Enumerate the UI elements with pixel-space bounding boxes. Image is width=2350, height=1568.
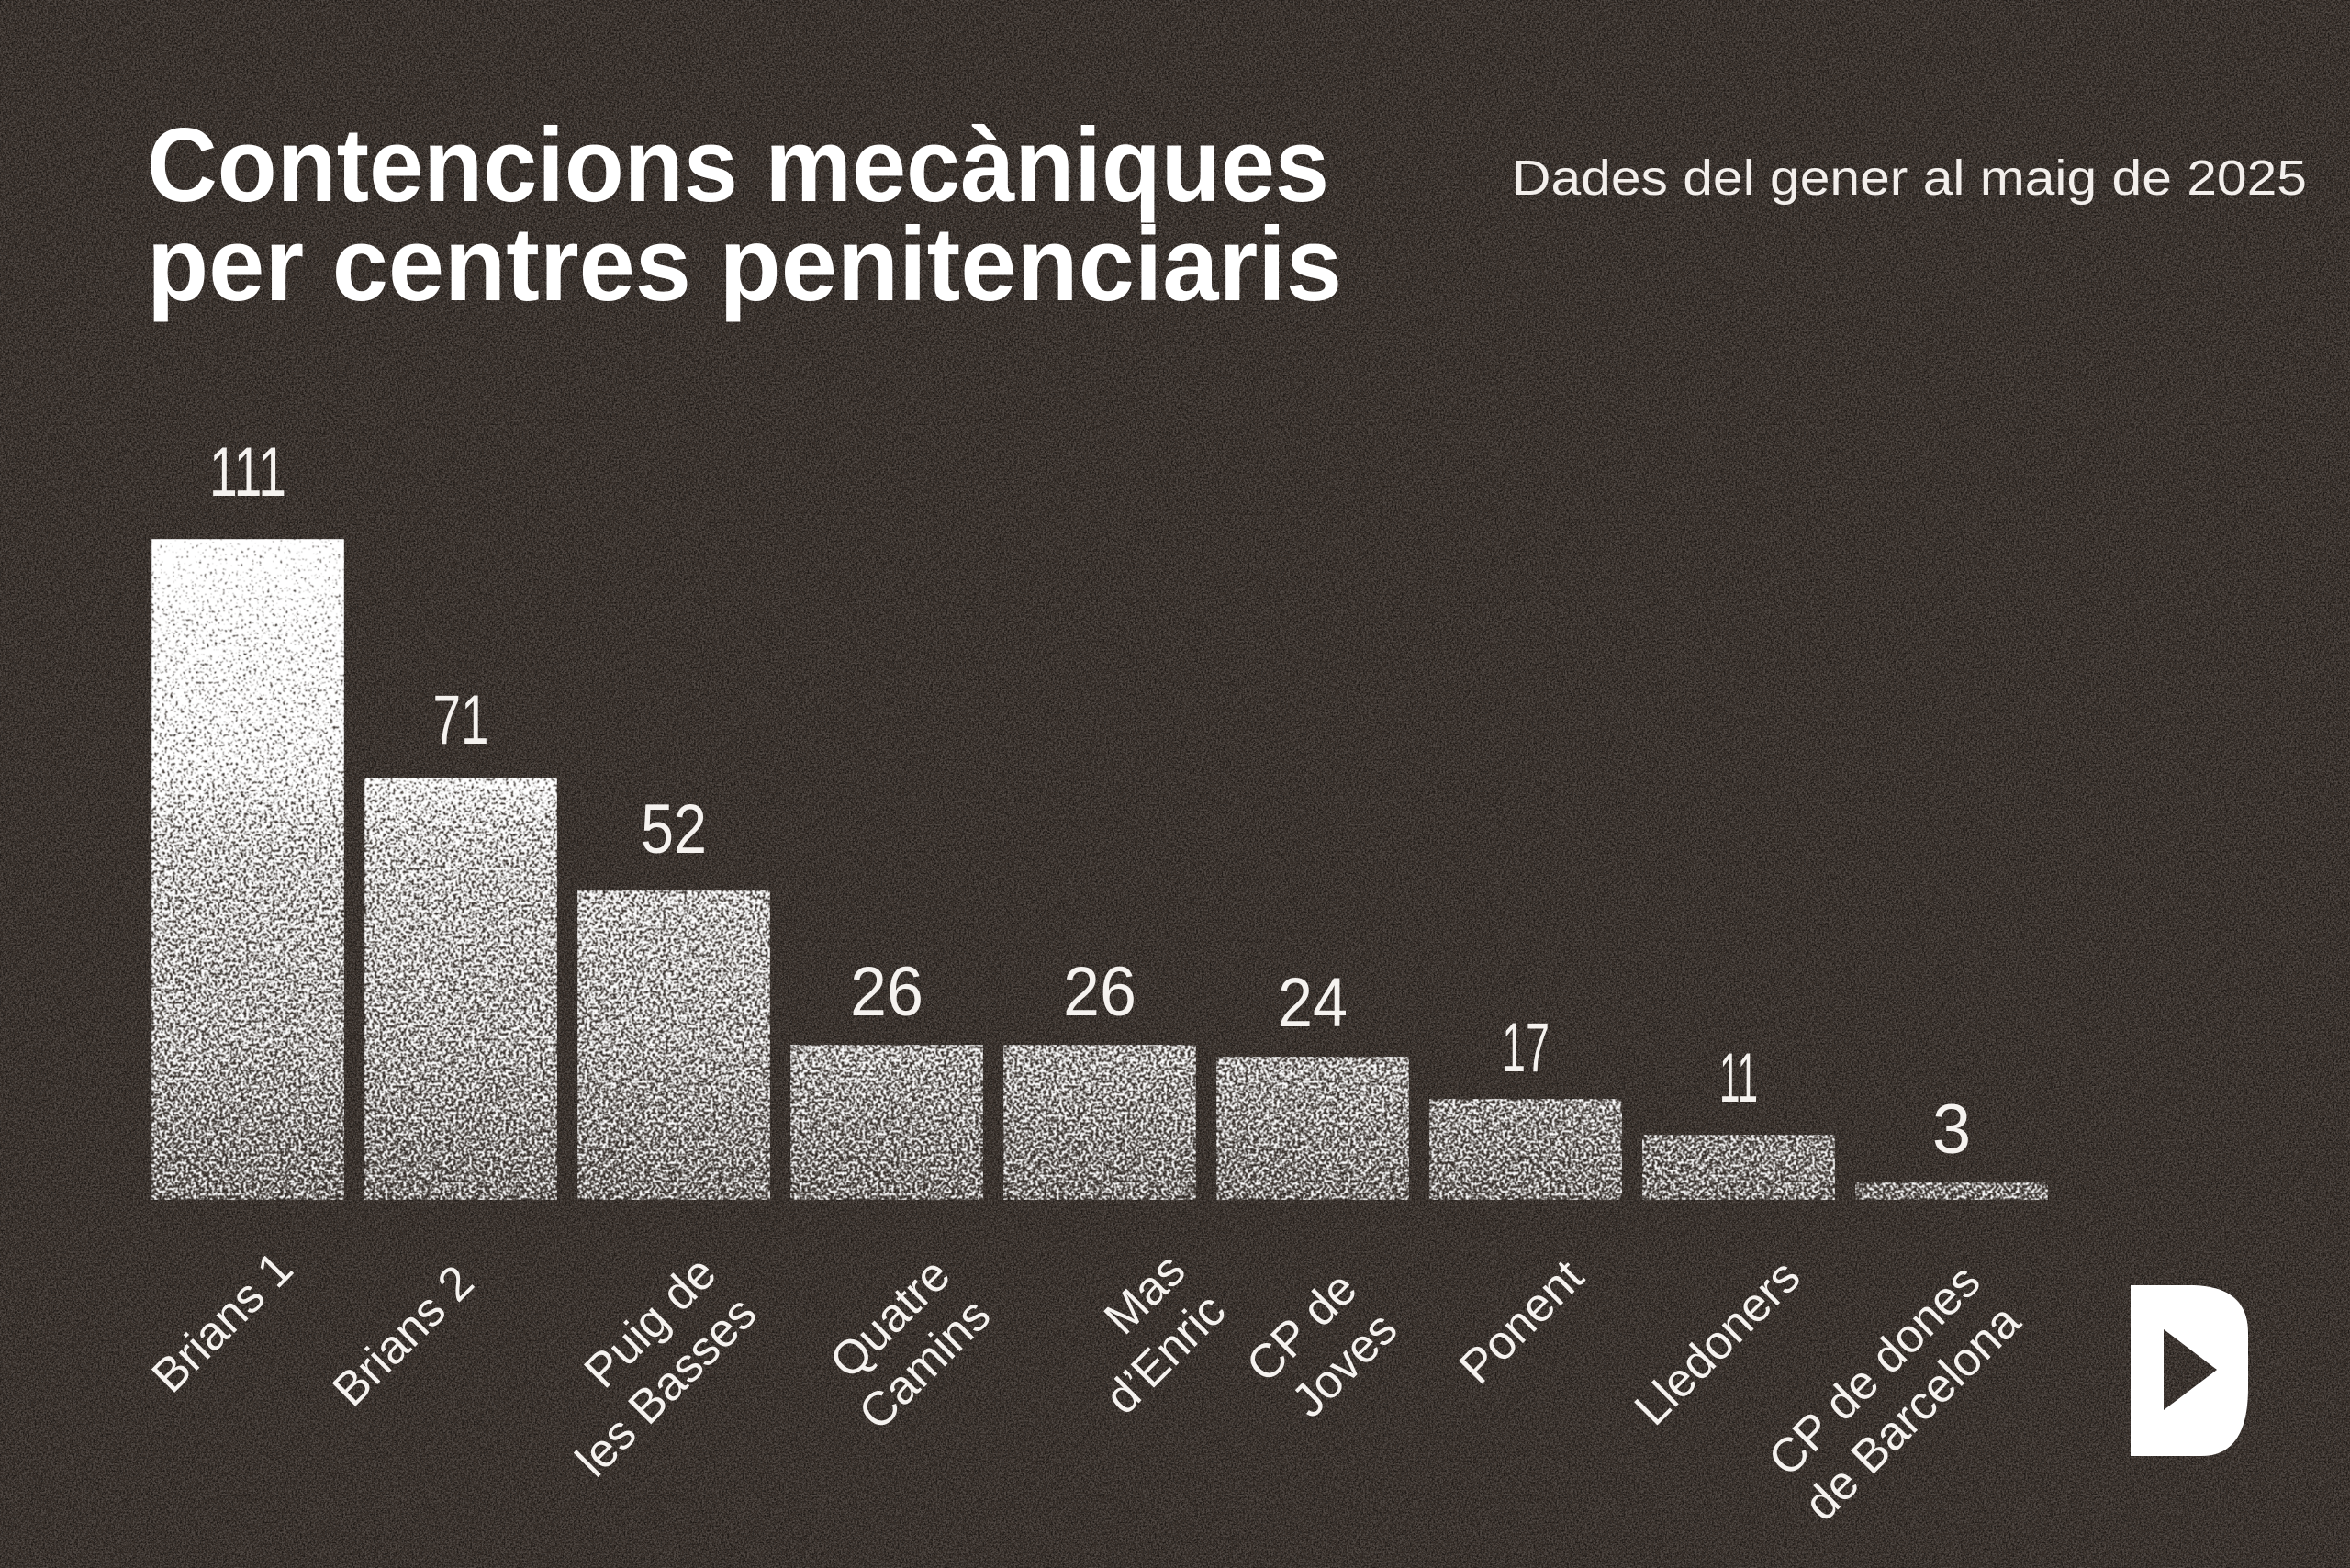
svg-text:26: 26 bbox=[850, 953, 923, 1031]
svg-text:11: 11 bbox=[1719, 1039, 1758, 1117]
svg-text:71: 71 bbox=[433, 681, 489, 759]
svg-text:17: 17 bbox=[1502, 1009, 1550, 1087]
svg-text:Dades del gener al maig de 202: Dades del gener al maig de 2025 bbox=[1512, 151, 2307, 206]
svg-text:111: 111 bbox=[209, 433, 286, 511]
svg-text:per centres penitenciaris: per centres penitenciaris bbox=[147, 207, 1342, 323]
svg-text:24: 24 bbox=[1278, 964, 1348, 1042]
svg-text:Contencions mecàniques: Contencions mecàniques bbox=[147, 107, 1329, 224]
svg-text:26: 26 bbox=[1063, 953, 1136, 1031]
svg-text:52: 52 bbox=[641, 790, 707, 868]
svg-text:3: 3 bbox=[1932, 1091, 1971, 1169]
